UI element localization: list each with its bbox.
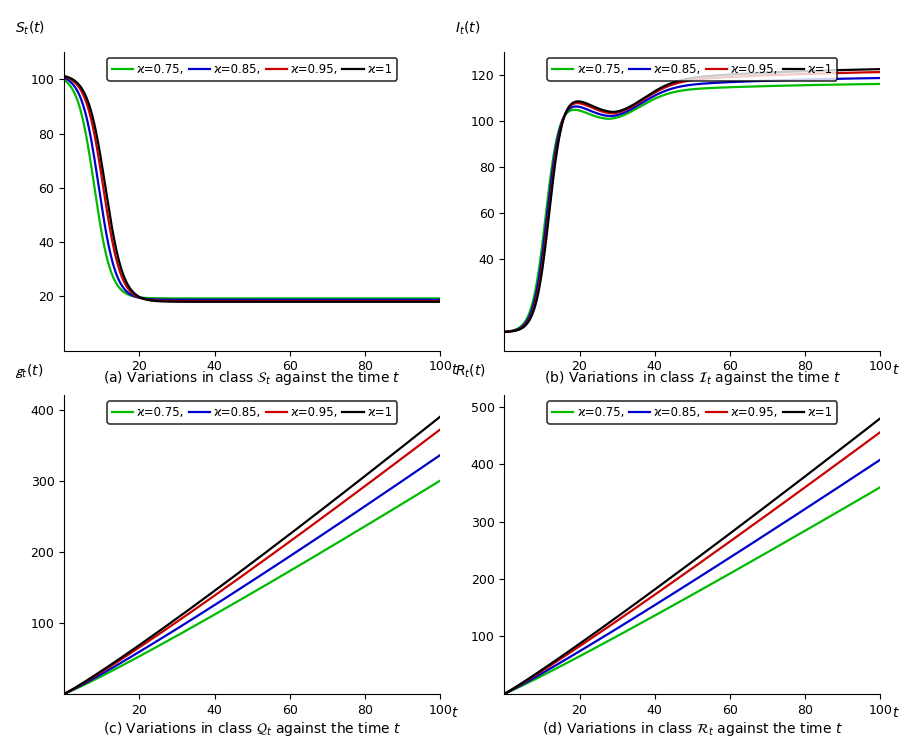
Text: $t$: $t$ (451, 363, 459, 377)
Text: (b) Variations in class $\mathcal{I}_t$ against the time $t$: (b) Variations in class $\mathcal{I}_t$ … (544, 369, 841, 387)
Text: $R_t(t)$: $R_t(t)$ (456, 363, 486, 380)
Legend: ϰ=0.75,, ϰ=0.85,, ϰ=0.95,, ϰ=1: ϰ=0.75,, ϰ=0.85,, ϰ=0.95,, ϰ=1 (107, 58, 397, 81)
Text: $t$: $t$ (451, 706, 459, 720)
Text: (a) Variations in class $\mathcal{S}_t$ against the time $t$: (a) Variations in class $\mathcal{S}_t$ … (104, 369, 401, 387)
Text: $\mathcal{g}_t(t)$: $\mathcal{g}_t(t)$ (16, 363, 43, 380)
Text: $t$: $t$ (891, 706, 900, 720)
Legend: ϰ=0.75,, ϰ=0.85,, ϰ=0.95,, ϰ=1: ϰ=0.75,, ϰ=0.85,, ϰ=0.95,, ϰ=1 (547, 58, 837, 81)
Legend: ϰ=0.75,, ϰ=0.85,, ϰ=0.95,, ϰ=1: ϰ=0.75,, ϰ=0.85,, ϰ=0.95,, ϰ=1 (107, 401, 397, 424)
Text: $t$: $t$ (891, 363, 900, 377)
Legend: ϰ=0.75,, ϰ=0.85,, ϰ=0.95,, ϰ=1: ϰ=0.75,, ϰ=0.85,, ϰ=0.95,, ϰ=1 (547, 401, 837, 424)
Text: (d) Variations in class $\mathcal{R}_t$ against the time $t$: (d) Variations in class $\mathcal{R}_t$ … (542, 720, 843, 738)
Text: (c) Variations in class $\mathcal{Q}_t$ against the time $t$: (c) Variations in class $\mathcal{Q}_t$ … (103, 720, 402, 738)
Text: $S_t(t)$: $S_t(t)$ (16, 20, 45, 37)
Text: $I_t(t)$: $I_t(t)$ (456, 20, 481, 37)
